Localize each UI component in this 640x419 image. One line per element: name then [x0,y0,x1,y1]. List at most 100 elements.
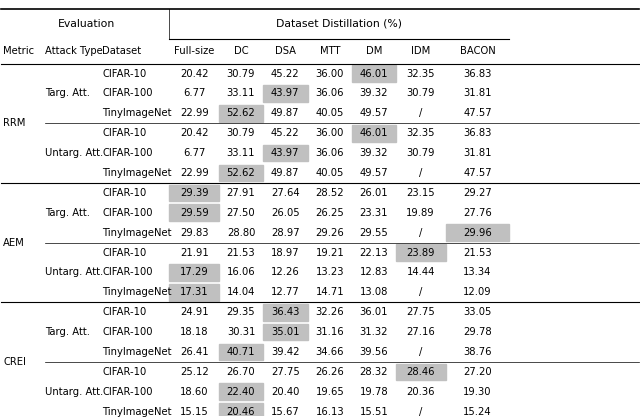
Text: TinyImageNet: TinyImageNet [102,108,172,118]
Text: 27.20: 27.20 [463,367,492,377]
Text: 35.01: 35.01 [271,327,300,337]
Text: 15.67: 15.67 [271,407,300,416]
Text: Evaluation: Evaluation [58,19,115,29]
Text: 23.89: 23.89 [406,248,435,258]
Text: Targ. Att.: Targ. Att. [45,327,90,337]
Text: 22.40: 22.40 [227,387,255,397]
Text: 46.01: 46.01 [360,128,388,138]
Text: Dataset Distillation (%): Dataset Distillation (%) [276,19,402,29]
Text: DC: DC [234,46,248,56]
Text: Metric: Metric [3,46,35,56]
Text: 36.43: 36.43 [271,307,300,317]
Text: 29.59: 29.59 [180,208,209,218]
Text: 26.41: 26.41 [180,347,209,357]
Text: 40.71: 40.71 [227,347,255,357]
Text: 6.77: 6.77 [183,88,205,98]
Text: 16.13: 16.13 [316,407,344,416]
Text: 23.31: 23.31 [360,208,388,218]
Text: CIFAR-100: CIFAR-100 [102,387,152,397]
Text: MTT: MTT [319,46,340,56]
Text: 29.26: 29.26 [316,228,344,238]
Text: RRM: RRM [3,118,26,128]
Text: 15.15: 15.15 [180,407,209,416]
Text: 20.42: 20.42 [180,68,209,78]
Text: 52.62: 52.62 [227,168,255,178]
Bar [262,85,308,102]
Text: Full-size: Full-size [174,46,214,56]
Text: 45.22: 45.22 [271,128,300,138]
Text: CIFAR-10: CIFAR-10 [102,128,147,138]
Text: TinyImageNet: TinyImageNet [102,168,172,178]
Text: 18.97: 18.97 [271,248,300,258]
Text: IDM: IDM [411,46,430,56]
Text: TinyImageNet: TinyImageNet [102,228,172,238]
Text: 17.29: 17.29 [180,267,209,277]
Bar [220,165,262,181]
Text: 33.05: 33.05 [463,307,492,317]
Text: /: / [419,228,422,238]
Text: 28.32: 28.32 [360,367,388,377]
Text: 19.65: 19.65 [316,387,344,397]
Bar [169,204,220,221]
Text: 13.34: 13.34 [463,267,492,277]
Text: 31.81: 31.81 [463,88,492,98]
Text: 30.79: 30.79 [406,88,435,98]
Text: 27.75: 27.75 [406,307,435,317]
Text: 36.01: 36.01 [360,307,388,317]
Bar [352,65,396,82]
Text: 14.71: 14.71 [316,287,344,297]
Text: 49.87: 49.87 [271,168,300,178]
Text: 12.26: 12.26 [271,267,300,277]
Text: TinyImageNet: TinyImageNet [102,287,172,297]
Text: CIFAR-10: CIFAR-10 [102,248,147,258]
Text: 38.76: 38.76 [463,347,492,357]
Text: 22.13: 22.13 [360,248,388,258]
Text: 23.15: 23.15 [406,188,435,198]
Text: DM: DM [365,46,382,56]
Text: 19.89: 19.89 [406,208,435,218]
Text: 17.31: 17.31 [180,287,209,297]
Bar [262,304,308,321]
Text: 27.76: 27.76 [463,208,492,218]
Bar [396,364,445,380]
Text: Untarg. Att.: Untarg. Att. [45,267,103,277]
Text: 29.96: 29.96 [463,228,492,238]
Text: 40.05: 40.05 [316,108,344,118]
Text: 45.22: 45.22 [271,68,300,78]
Text: 29.27: 29.27 [463,188,492,198]
Text: 29.35: 29.35 [227,307,255,317]
Text: Untarg. Att.: Untarg. Att. [45,148,103,158]
Text: 20.40: 20.40 [271,387,300,397]
Text: 20.36: 20.36 [406,387,435,397]
Text: 18.18: 18.18 [180,327,209,337]
Text: /: / [419,347,422,357]
Text: CIFAR-100: CIFAR-100 [102,88,152,98]
Text: 40.05: 40.05 [316,168,344,178]
Text: 39.56: 39.56 [360,347,388,357]
Text: 39.42: 39.42 [271,347,300,357]
Bar [220,105,262,122]
Text: 12.83: 12.83 [360,267,388,277]
Text: 26.25: 26.25 [316,208,344,218]
Text: Targ. Att.: Targ. Att. [45,208,90,218]
Bar [220,403,262,419]
Bar [262,324,308,341]
Text: 31.32: 31.32 [360,327,388,337]
Text: 31.81: 31.81 [463,148,492,158]
Text: 36.06: 36.06 [316,148,344,158]
Text: /: / [419,168,422,178]
Text: 13.23: 13.23 [316,267,344,277]
Text: 39.32: 39.32 [360,88,388,98]
Text: 43.97: 43.97 [271,148,300,158]
Text: CIFAR-100: CIFAR-100 [102,327,152,337]
Text: /: / [419,287,422,297]
Bar [396,244,445,261]
Text: TinyImageNet: TinyImageNet [102,347,172,357]
Text: 13.08: 13.08 [360,287,388,297]
Text: 28.80: 28.80 [227,228,255,238]
Text: 46.01: 46.01 [360,68,388,78]
Text: 21.91: 21.91 [180,248,209,258]
Text: Attack Type: Attack Type [45,46,102,56]
Text: 30.79: 30.79 [227,128,255,138]
Text: 20.42: 20.42 [180,128,209,138]
